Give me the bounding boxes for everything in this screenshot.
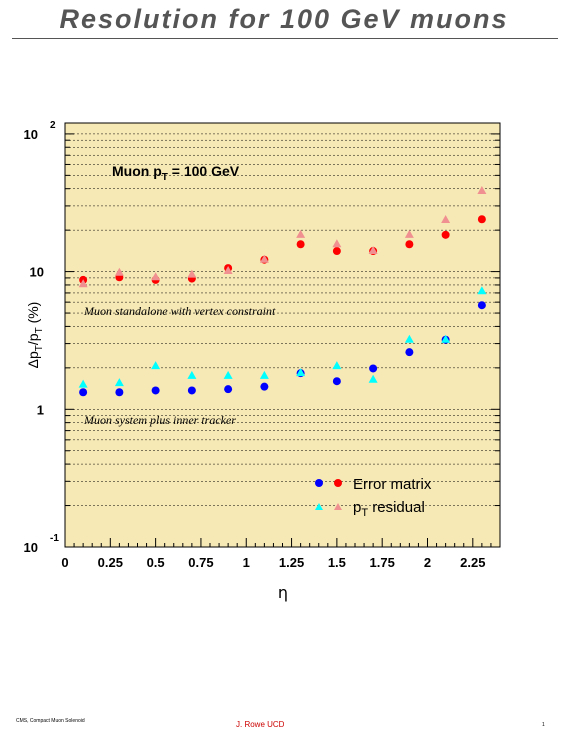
x-tick-labels: 0 0.25 0.5 0.75 1 1.25 1.5 1.75 2 2.25 <box>61 555 485 570</box>
x-tick-label: 0 <box>61 555 68 570</box>
point-residual-standalone <box>78 279 88 288</box>
point-error-matrix-combined <box>187 386 196 395</box>
point-residual-standalone <box>368 246 378 255</box>
point-residual-combined <box>332 361 342 370</box>
point-residual-combined <box>477 286 487 295</box>
x-tick-label: 0.25 <box>98 555 123 570</box>
upper-group-annotation: Muon standalone with vertex constraint <box>83 304 276 318</box>
y-axis-label-sub1: T <box>34 345 45 351</box>
plot-area <box>64 122 501 548</box>
y-tick-label-exponent: 2 <box>50 120 56 131</box>
point-residual-combined <box>296 368 306 377</box>
data-points <box>78 185 487 397</box>
footer-author: J. Rowe UCD <box>236 720 285 729</box>
point-residual-standalone <box>332 239 342 248</box>
point-error-matrix-standalone <box>477 215 486 224</box>
x-tick-label: 1.75 <box>370 555 395 570</box>
legend-residual-label: pT residual <box>353 499 425 519</box>
y-axis-label-delta: Δp <box>25 351 41 368</box>
x-tick-label: 0.75 <box>188 555 213 570</box>
point-error-matrix-combined <box>260 382 269 391</box>
point-residual-standalone <box>441 214 451 223</box>
point-residual-combined <box>78 379 88 388</box>
y-axis-label: ΔpT/pT (%) <box>25 302 45 369</box>
point-residual-standalone <box>477 185 487 194</box>
point-error-matrix-combined <box>115 388 124 397</box>
point-error-matrix-combined <box>332 377 341 386</box>
legend-residual-pink-marker <box>334 503 342 510</box>
point-error-matrix-standalone <box>405 240 414 249</box>
point-error-matrix-standalone <box>441 230 450 239</box>
point-error-matrix-combined <box>477 301 486 310</box>
point-residual-combined <box>114 378 124 387</box>
legend-error-matrix-label: Error matrix <box>353 476 432 493</box>
y-tick-label-exponent: -1 <box>50 533 59 544</box>
header-annotation: Muon pT = 100 GeV <box>112 163 240 183</box>
y-axis-label-sub2: T <box>34 327 45 333</box>
point-error-matrix-combined <box>224 385 233 394</box>
point-residual-combined <box>151 361 161 370</box>
point-residual-standalone <box>114 267 124 276</box>
point-residual-combined <box>441 334 451 343</box>
footer-page-number: 1 <box>542 722 545 728</box>
x-tick-label: 0.5 <box>147 555 165 570</box>
point-error-matrix-combined <box>151 386 160 395</box>
point-residual-combined <box>259 370 269 379</box>
grid-lines <box>65 133 500 548</box>
svg-text:ΔpT/pT (%): ΔpT/pT (%) <box>25 302 45 369</box>
point-residual-combined <box>404 334 414 343</box>
page-title: Resolution for 100 GeV muons <box>59 4 509 34</box>
point-error-matrix-standalone <box>332 247 341 256</box>
point-residual-combined <box>223 370 233 379</box>
y-tick-label: 10 <box>24 127 38 142</box>
x-tick-label: 2.25 <box>460 555 485 570</box>
point-residual-standalone <box>187 269 197 278</box>
y-axis-label-slash: /p <box>25 333 41 345</box>
point-residual-standalone <box>404 229 414 238</box>
x-tick-label: 1.25 <box>279 555 304 570</box>
x-axis-label: η <box>278 583 288 602</box>
x-tick-label: 1 <box>243 555 250 570</box>
legend-error-matrix-blue-marker <box>315 479 323 487</box>
axis-ticks <box>64 133 501 548</box>
legend-error-matrix-red-marker <box>334 479 342 487</box>
point-residual-standalone <box>151 272 161 281</box>
y-tick-label: 1 <box>37 402 44 417</box>
point-residual-standalone <box>259 254 269 263</box>
footer-left-text: CMS, Compact Muon Solenoid <box>16 718 85 724</box>
point-error-matrix-combined <box>79 388 88 397</box>
point-residual-standalone <box>223 266 233 275</box>
point-residual-standalone <box>296 229 306 238</box>
x-tick-label: 2 <box>424 555 431 570</box>
point-residual-combined <box>368 374 378 383</box>
lower-group-annotation: Muon system plus inner tracker <box>83 413 236 427</box>
svg-text:Muon pT = 100 GeV: Muon pT = 100 GeV <box>112 163 240 183</box>
y-axis-label-unit: (%) <box>25 302 41 328</box>
y-tick-label: 10 <box>30 265 44 280</box>
title-underline <box>12 38 558 39</box>
point-error-matrix-combined <box>405 348 414 357</box>
y-tick-label: 10 <box>24 540 38 555</box>
point-error-matrix-combined <box>369 364 378 373</box>
point-error-matrix-standalone <box>296 240 305 249</box>
legend-residual-cyan-marker <box>315 503 323 510</box>
x-tick-label: 1.5 <box>328 555 346 570</box>
point-residual-combined <box>187 370 197 379</box>
y-tick-labels: 10 -1 1 10 10 2 <box>24 120 60 555</box>
legend: Error matrix pT residual <box>315 476 432 519</box>
